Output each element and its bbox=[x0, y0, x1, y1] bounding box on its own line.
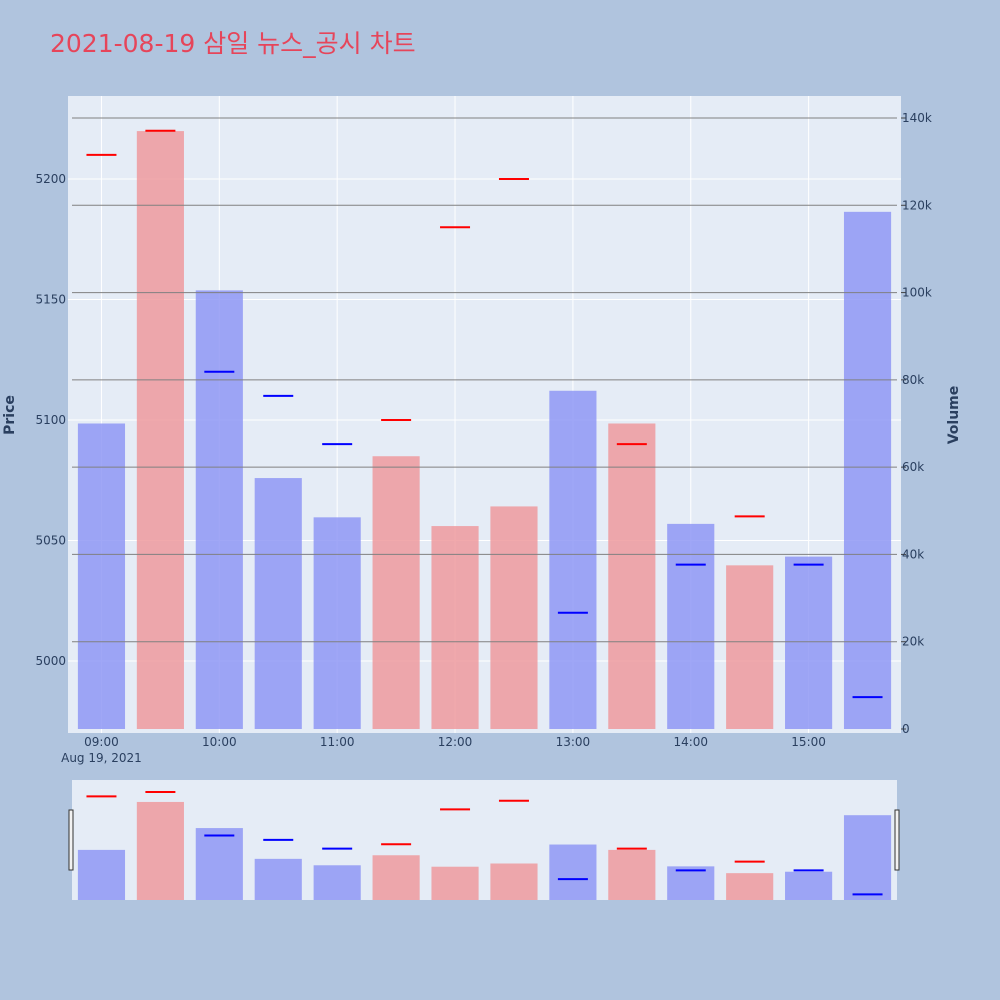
price-marks bbox=[86, 129, 883, 699]
time-tick-label: 13:00 bbox=[556, 735, 591, 749]
range-slider[interactable] bbox=[68, 780, 900, 900]
range-slider-bar bbox=[77, 849, 126, 900]
volume-bar bbox=[549, 390, 597, 729]
range-slider-price-marks bbox=[86, 791, 883, 896]
price-axis-title: Price bbox=[2, 395, 18, 435]
range-slider-bar bbox=[431, 866, 479, 900]
volume-bar bbox=[490, 506, 538, 729]
volume-tick-label: 120k bbox=[902, 198, 932, 212]
date-label: Aug 19, 2021 bbox=[61, 751, 142, 765]
volume-bar bbox=[608, 423, 656, 729]
price-tick-label: 5200 bbox=[35, 172, 66, 186]
volume-bar bbox=[726, 565, 774, 729]
range-slider-left-handle[interactable] bbox=[68, 809, 74, 871]
price-tick-label: 5100 bbox=[35, 413, 66, 427]
range-slider-bar bbox=[490, 863, 538, 900]
price-tick-label: 5150 bbox=[35, 293, 66, 307]
range-slider-bar bbox=[608, 849, 656, 900]
range-slider-bar bbox=[726, 873, 774, 900]
volume-tick-label: 0 bbox=[902, 722, 910, 736]
range-slider-bar bbox=[372, 855, 420, 900]
price-axis: 5000 5050 5100 5150 5200 bbox=[35, 172, 66, 668]
volume-bar bbox=[372, 456, 420, 729]
range-slider-bar bbox=[313, 865, 361, 900]
main-plot-area[interactable] bbox=[68, 96, 901, 733]
volume-bar bbox=[667, 523, 715, 729]
range-slider-bar bbox=[785, 871, 833, 900]
volume-axis: 0 20k 40k 60k 80k 100k 120k 140k bbox=[901, 111, 932, 736]
volume-bar bbox=[785, 556, 833, 729]
range-slider-bar bbox=[667, 866, 715, 900]
price-tick-label: 5000 bbox=[35, 654, 66, 668]
volume-bar bbox=[77, 423, 126, 729]
chart-title: 2021-08-19 삼일 뉴스_공시 차트 bbox=[50, 29, 416, 58]
time-axis: 09:00 10:00 11:00 12:00 13:00 14:00 15:00 bbox=[84, 735, 826, 749]
volume-axis-title: Volume bbox=[946, 386, 962, 445]
volume-bar bbox=[195, 290, 243, 729]
volume-tick-label: 60k bbox=[902, 460, 924, 474]
range-slider-bar bbox=[254, 858, 302, 900]
range-slider-bars bbox=[77, 801, 892, 900]
volume-tick-label: 80k bbox=[902, 373, 924, 387]
time-tick-label: 10:00 bbox=[202, 735, 237, 749]
time-tick-label: 12:00 bbox=[438, 735, 473, 749]
volume-bar bbox=[843, 211, 892, 729]
volume-tick-label: 100k bbox=[902, 286, 932, 300]
range-slider-bar bbox=[136, 801, 184, 900]
time-tick-label: 11:00 bbox=[320, 735, 355, 749]
volume-bar bbox=[431, 526, 479, 729]
range-slider-bar bbox=[549, 844, 597, 900]
volume-bar bbox=[313, 517, 361, 729]
time-tick-label: 09:00 bbox=[84, 735, 119, 749]
range-slider-bar bbox=[195, 828, 243, 900]
time-tick-label: 14:00 bbox=[673, 735, 708, 749]
volume-bars bbox=[72, 117, 897, 730]
volume-bar bbox=[136, 131, 184, 730]
range-slider-right-handle[interactable] bbox=[894, 809, 900, 871]
volume-tick-label: 20k bbox=[902, 635, 924, 649]
range-slider-bar bbox=[843, 815, 892, 900]
volume-tick-label: 40k bbox=[902, 547, 924, 561]
volume-tick-label: 140k bbox=[902, 111, 932, 125]
volume-bar bbox=[254, 478, 302, 729]
price-tick-label: 5050 bbox=[35, 534, 66, 548]
time-tick-label: 15:00 bbox=[791, 735, 826, 749]
